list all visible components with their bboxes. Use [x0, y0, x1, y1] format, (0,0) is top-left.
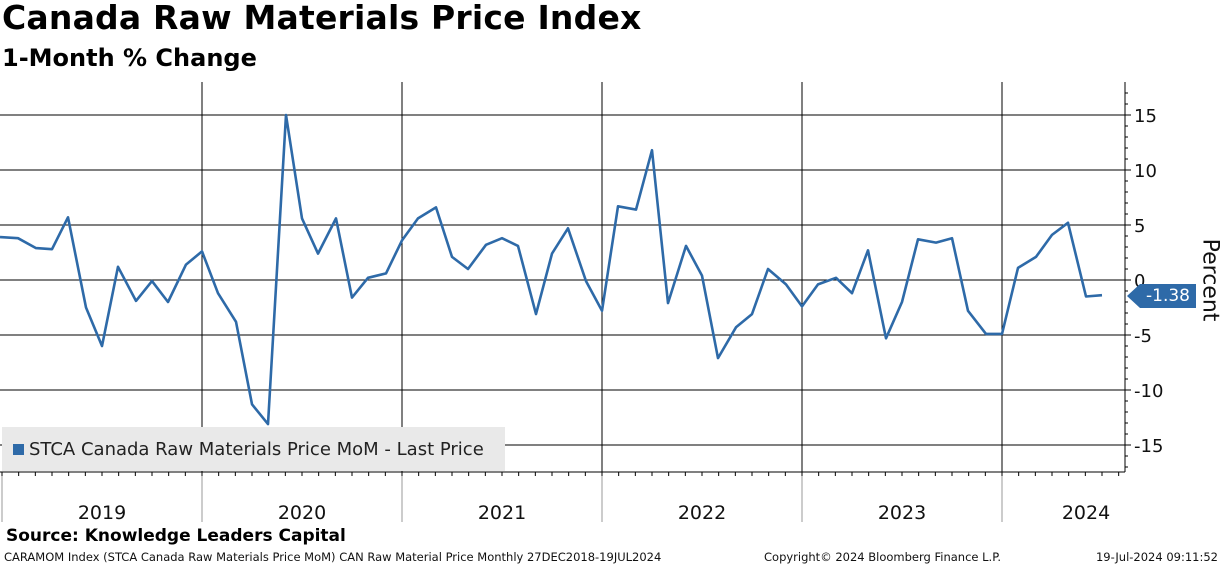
footer-copyright: Copyright© 2024 Bloomberg Finance L.P.: [764, 550, 1001, 564]
y-axis-label: Percent: [1197, 238, 1223, 322]
footer-timestamp: 19-Jul-2024 09:11:52: [1095, 550, 1218, 564]
chart-subtitle: 1-Month % Change: [2, 44, 257, 72]
legend-label: STCA Canada Raw Materials Price MoM - La…: [29, 438, 484, 460]
footer-index-info: CARAMOM Index (STCA Canada Raw Materials…: [4, 550, 662, 564]
x-tick-label: 2022: [678, 502, 726, 524]
series-layer: [0, 113, 1103, 426]
gridlines: [0, 82, 1125, 472]
y-tick-label: 10: [1134, 161, 1157, 182]
tick-labels: 15 10 5 0 -5 -10 -15 2019 2020 2021 2022 2023 2024: [78, 106, 1164, 524]
x-tick-label: 2020: [278, 502, 326, 524]
y-tick-label: 15: [1134, 106, 1157, 127]
x-tick-label: 2019: [78, 502, 126, 524]
y-tick-label: 0: [1134, 271, 1145, 292]
legend-swatch: [13, 443, 24, 455]
chart-title: Canada Raw Materials Price Index: [2, 0, 642, 37]
y-tick-label: -10: [1134, 381, 1163, 402]
axes: [0, 82, 1131, 522]
legend: STCA Canada Raw Materials Price MoM - La…: [2, 427, 505, 471]
y-tick-label: 5: [1134, 216, 1145, 237]
x-tick-label: 2024: [1062, 502, 1110, 524]
last-value-label: -1.38: [1140, 284, 1196, 308]
last-value-pointer: [1127, 284, 1140, 308]
series-line: [0, 113, 1103, 426]
x-tick-label: 2023: [878, 502, 926, 524]
y-tick-label: -5: [1134, 326, 1152, 347]
source-note: Source: Knowledge Leaders Capital: [6, 526, 346, 546]
x-tick-label: 2021: [478, 502, 526, 524]
y-tick-label: -15: [1134, 436, 1163, 457]
